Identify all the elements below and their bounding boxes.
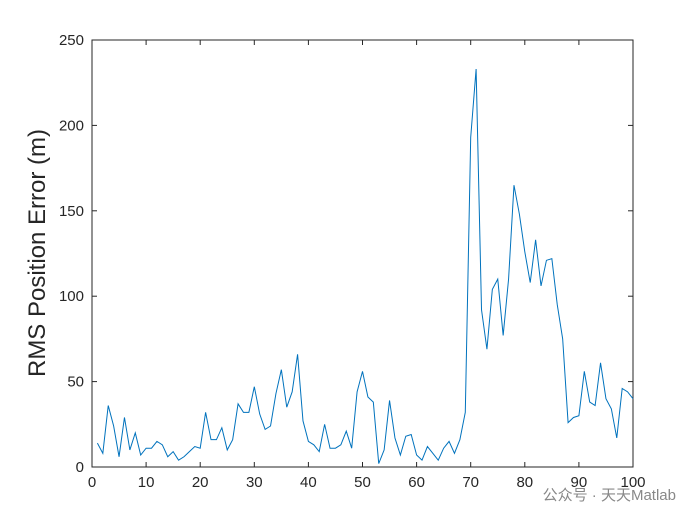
x-tick-label: 10 <box>138 474 155 491</box>
x-tick-label: 0 <box>88 474 96 491</box>
x-tick-label: 40 <box>300 474 317 491</box>
x-tick-label: 30 <box>246 474 263 491</box>
x-tick-label: 90 <box>571 474 588 491</box>
watermark: 公众号 · 天天Matlab <box>543 487 676 504</box>
y-tick-label: 250 <box>59 32 84 49</box>
y-axis-label: RMS Position Error (m) <box>24 129 51 377</box>
y-tick-label: 150 <box>59 203 84 220</box>
x-tick-label: 60 <box>408 474 425 491</box>
y-tick-label: 100 <box>59 288 84 305</box>
x-tick-label: 20 <box>192 474 209 491</box>
x-tick-label: 70 <box>462 474 479 491</box>
y-tick-label: 200 <box>59 117 84 134</box>
x-tick-label: 100 <box>620 474 645 491</box>
data-line <box>96 68 634 464</box>
y-tick-label: 0 <box>76 459 84 476</box>
axes-box <box>91 39 634 468</box>
x-tick-label: 80 <box>516 474 533 491</box>
x-tick-label: 50 <box>354 474 371 491</box>
y-tick-label: 50 <box>67 374 84 391</box>
